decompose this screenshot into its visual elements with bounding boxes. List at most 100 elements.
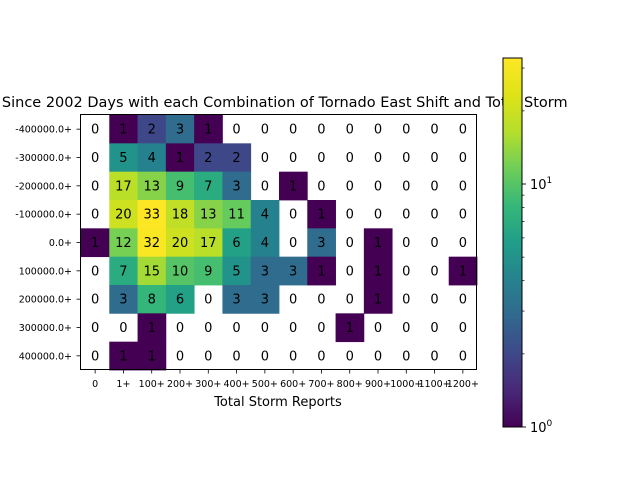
cell-value-label: 0 [261, 179, 269, 194]
x-tick-label: 900+ [365, 379, 391, 390]
y-axis: -400000.0+ -300000.0+ -200000.0+ -100000.0+… [15, 125, 81, 362]
cell-value-label: 5 [119, 151, 127, 166]
cell-value-label: 0 [346, 151, 354, 166]
cell-value-label: 0 [430, 236, 438, 251]
cell-value-label: 0 [430, 293, 438, 308]
cell-value-label: 2 [204, 151, 212, 166]
cell-value-label: 0 [91, 208, 99, 223]
cell-value-label: 1 [374, 293, 382, 308]
heatmap-cell [250, 200, 280, 229]
x-tick-label: 1100+ [419, 379, 451, 390]
cell-value-label: 0 [204, 293, 212, 308]
y-tick-label: -100000.0+ [15, 210, 72, 221]
cell-value-label: 3 [232, 293, 240, 308]
cell-value-label: 0 [459, 123, 467, 138]
heatmap-cell [165, 200, 195, 229]
cell-value-label: 1 [148, 321, 156, 336]
x-tick-label: 500+ [252, 379, 278, 390]
cell-value-label: 1 [346, 321, 354, 336]
colorbar-gradient [503, 58, 522, 427]
heatmap-cell [137, 285, 167, 314]
x-tick-label: 1200+ [447, 379, 479, 390]
cell-value-label: 0 [232, 321, 240, 336]
heatmap-cell [137, 143, 167, 173]
cell-value-label: 0 [91, 349, 99, 364]
cell-value-label: 0 [402, 236, 410, 251]
heatmap-cell [165, 228, 195, 258]
heatmap-cell [307, 228, 336, 258]
x-axis: 0 1+ 100+ 200+ 300+ 400+ 500+ 600+ 700+ 800+ 900+ 1… [92, 369, 479, 390]
cell-value-label: 4 [148, 151, 156, 166]
heatmap-cell [194, 228, 223, 258]
cell-value-label: 0 [289, 349, 297, 364]
cell-value-label: 7 [119, 264, 127, 279]
heatmap-cell [165, 171, 195, 201]
cell-value-label: 9 [176, 179, 184, 194]
cell-value-label: 0 [289, 236, 297, 251]
cell-value-label: 0 [346, 123, 354, 138]
x-tick-label: 800+ [337, 379, 363, 390]
heatmap-cell [137, 200, 167, 229]
cell-value-label: 0 [374, 208, 382, 223]
cell-value-label: 0 [430, 321, 438, 336]
cell-value-label: 0 [119, 321, 127, 336]
cell-value-label: 1 [204, 123, 212, 138]
cell-value-label: 17 [115, 179, 132, 194]
x-tick-label: 700+ [308, 379, 334, 390]
cell-value-label: 1 [119, 123, 127, 138]
heatmap-cell [363, 228, 393, 258]
x-tick-label: 1000+ [390, 379, 422, 390]
heatmap-cell [137, 313, 167, 343]
cell-value-label: 4 [261, 236, 269, 251]
cell-value-label: 0 [374, 123, 382, 138]
cell-value-label: 1 [148, 349, 156, 364]
cell-value-label: 1 [119, 349, 127, 364]
heatmap-cell [335, 313, 365, 343]
cell-value-label: 0 [91, 321, 99, 336]
cell-value-label: 1 [317, 208, 325, 223]
colorbar: 100 101 [502, 57, 553, 436]
y-tick-label: -200000.0+ [15, 181, 72, 192]
y-tick-label: 100000.0+ [19, 266, 72, 277]
cell-value-label: 3 [261, 264, 269, 279]
heatmap-cell [137, 171, 167, 201]
cell-value-label: 11 [228, 208, 245, 223]
heatmap-cell [109, 171, 138, 201]
heatmap-cell [109, 143, 138, 173]
heatmap-cell [109, 200, 138, 229]
heatmap-cells [81, 115, 478, 371]
colorbar-tick-label: 100 [530, 419, 553, 436]
cell-value-label: 3 [317, 236, 325, 251]
heatmap-cell [194, 200, 223, 229]
x-tick-label: 400+ [224, 379, 250, 390]
heatmap-cell [165, 256, 195, 286]
cell-value-label: 0 [430, 264, 438, 279]
cell-value-label: 8 [148, 293, 156, 308]
cell-value-label: 7 [204, 179, 212, 194]
cell-value-label: 0 [261, 123, 269, 138]
cell-value-label: 0 [402, 321, 410, 336]
cell-value-label: 0 [317, 321, 325, 336]
cell-value-label: 0 [261, 151, 269, 166]
heatmap-cell [194, 115, 223, 144]
heatmap-cell [194, 143, 223, 173]
cell-value-label: 0 [459, 293, 467, 308]
cell-value-label: 0 [176, 321, 184, 336]
cell-value-label: 0 [91, 179, 99, 194]
cell-value-label: 0 [289, 293, 297, 308]
cell-value-label: 3 [232, 179, 240, 194]
plot-frame [80, 114, 477, 370]
cell-value-label: 33 [143, 208, 160, 223]
heatmap-cell [165, 285, 195, 314]
cell-value-label: 0 [317, 349, 325, 364]
y-tick-label: -300000.0+ [15, 153, 72, 164]
x-tick-label: 100+ [139, 379, 165, 390]
cell-value-label: 3 [289, 264, 297, 279]
cell-value-label: 0 [430, 179, 438, 194]
heatmap-cell [109, 115, 138, 144]
cell-value-label: 0 [317, 179, 325, 194]
heatmap-cell [81, 228, 110, 258]
heatmap-cell [250, 228, 280, 258]
x-tick-label: 1+ [116, 379, 130, 390]
heatmap-cell [250, 285, 280, 314]
